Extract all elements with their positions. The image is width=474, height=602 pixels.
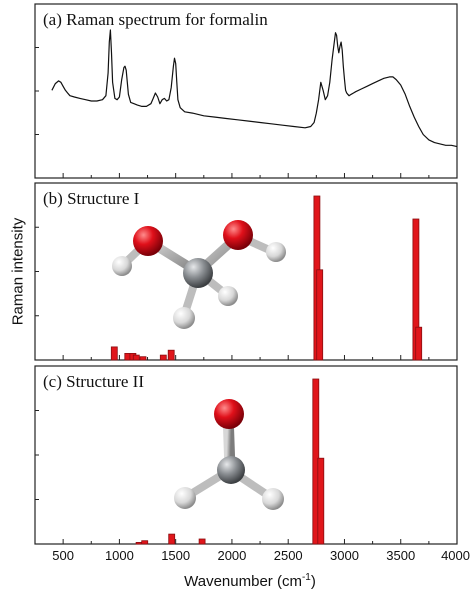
panel-c-title: (c) Structure II (43, 372, 144, 391)
x-axis-label-close: ) (310, 573, 316, 590)
panel-b-title: (b) Structure I (43, 189, 140, 208)
hydrogen-atom (173, 307, 195, 329)
bar-c-5 (317, 457, 325, 545)
bar-c-0 (135, 542, 143, 545)
molecule-structure-2 (174, 399, 284, 510)
bar-b-10 (415, 326, 423, 361)
oxygen-atom (223, 220, 253, 250)
x-axis-label: Wavenumber (cm-1) (150, 572, 350, 590)
x-axis-label-exponent: -1 (301, 572, 311, 583)
x-tick-label: 500 (52, 548, 74, 563)
x-tick-label: 4000 (441, 548, 470, 563)
molecule-structure-1 (112, 220, 286, 329)
hydrogen-atom (262, 488, 284, 510)
bar-b-0 (110, 346, 118, 361)
x-tick-label: 3500 (386, 548, 415, 563)
x-tick-label: 1500 (161, 548, 190, 563)
hydrogen-atom (218, 286, 238, 306)
x-tick-label: 3000 (330, 548, 359, 563)
carbon-atom (217, 456, 245, 484)
bar-b-3 (132, 354, 140, 361)
carbon-atom (183, 258, 213, 288)
bar-c-2 (168, 533, 176, 545)
panel-b-frame (34, 182, 458, 361)
panel-a-frame (34, 3, 458, 179)
x-tick-label: 2500 (274, 548, 303, 563)
x-tick-labels: 500 1000 1500 2000 2500 3000 3500 4000 (52, 548, 470, 563)
bar-b-5 (159, 354, 167, 361)
hydrogen-atom (112, 256, 132, 276)
bar-c-1 (141, 540, 149, 545)
spectrum-layer (51, 29, 458, 148)
oxygen-atom (133, 226, 163, 256)
bar-b-8 (316, 269, 324, 361)
bar-b-4 (139, 356, 147, 361)
hydrogen-atom (174, 487, 196, 509)
x-tick-label: 2000 (217, 548, 246, 563)
y-axis-label: Raman intensity (9, 217, 27, 326)
x-axis-label-text: Wavenumber (cm (184, 573, 302, 590)
panel-c-frame (34, 365, 458, 545)
bar-c-3 (198, 538, 206, 545)
hydrogen-atom (266, 242, 286, 262)
spectrum-line (51, 29, 458, 148)
bars-layer (110, 195, 423, 545)
bar-b-6 (167, 349, 175, 361)
x-tick-label: 1000 (105, 548, 134, 563)
ticks-layer (35, 47, 458, 544)
panel-a-title: (a) Raman spectrum for formalin (43, 10, 268, 29)
oxygen-atom (214, 399, 244, 429)
